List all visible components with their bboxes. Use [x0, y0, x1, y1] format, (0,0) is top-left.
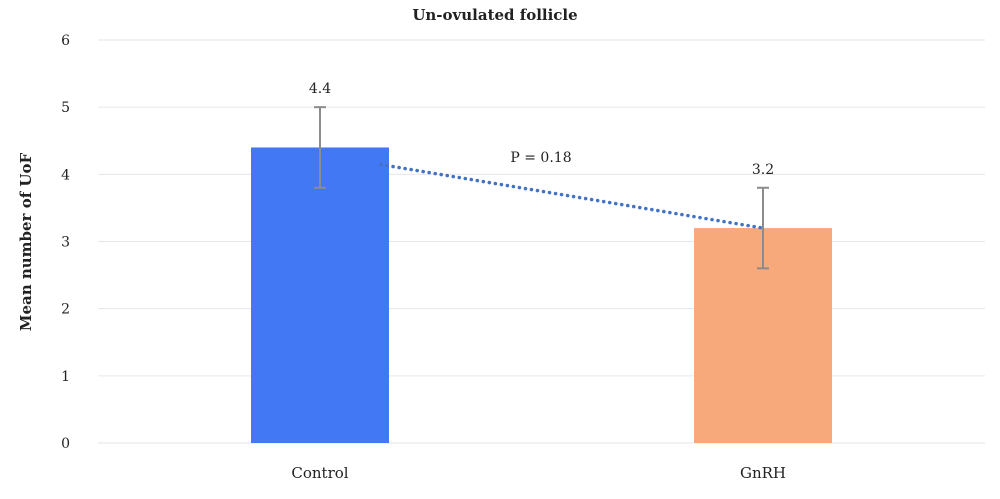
y-axis-ticks: 0 1 2 3 4 5 6 [61, 33, 70, 452]
trendline [379, 162, 765, 230]
gridlines [98, 39, 985, 444]
y-tick-label: 1 [61, 369, 70, 385]
y-tick-label: 6 [61, 33, 70, 49]
chart-title: Un-ovulated follicle [412, 6, 577, 24]
data-label: 3.2 [752, 162, 774, 178]
x-axis-categories: Control GnRH [291, 464, 786, 482]
x-category-label: GnRH [740, 464, 786, 482]
p-value-annotation: P = 0.18 [510, 150, 571, 166]
y-tick-label: 0 [61, 436, 70, 452]
y-axis-title: Mean number of UoF [17, 153, 35, 332]
trendline-layer [379, 162, 765, 230]
y-tick-label: 5 [61, 100, 70, 116]
data-labels: 4.4 3.2 [309, 81, 774, 178]
y-tick-label: 3 [61, 235, 70, 251]
y-tick-label: 4 [61, 167, 70, 183]
error-bars [314, 106, 769, 270]
bar-control [251, 147, 389, 443]
bars [251, 147, 832, 443]
data-label: 4.4 [309, 81, 331, 97]
annotations: P = 0.18 [510, 150, 571, 166]
y-tick-label: 2 [61, 302, 70, 318]
x-category-label: Control [291, 464, 348, 482]
